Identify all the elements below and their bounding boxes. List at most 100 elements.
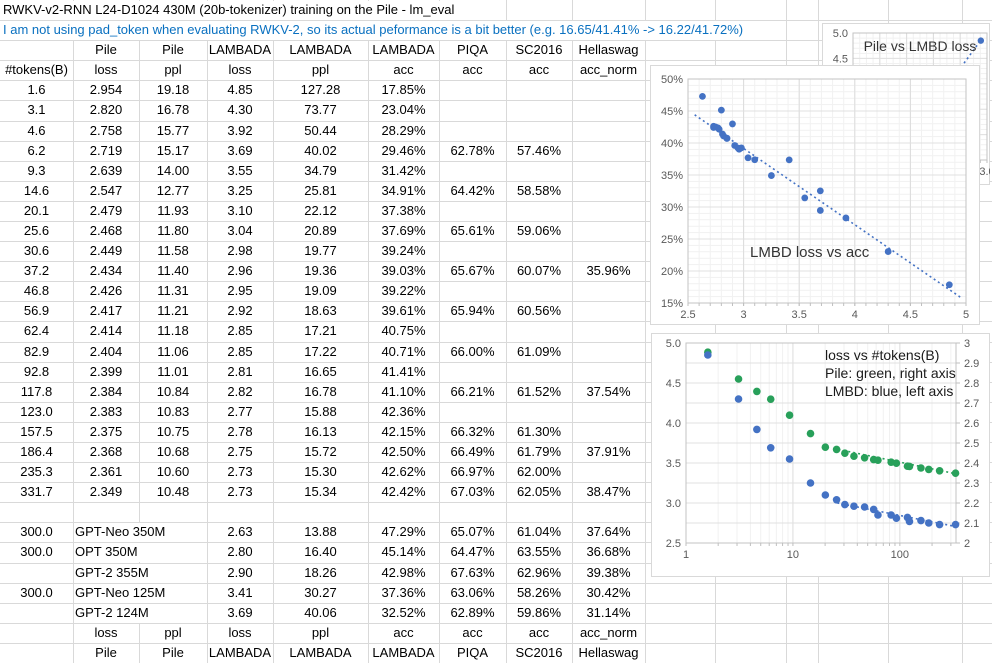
data-cell[interactable]: 15.30 <box>304 464 337 479</box>
data-cell[interactable]: 37.36% <box>381 585 426 600</box>
data-cell[interactable]: 62.4 <box>23 323 50 338</box>
data-cell[interactable]: 42.50% <box>381 444 426 459</box>
data-cell[interactable]: 25.6 <box>23 223 50 238</box>
data-cell[interactable]: 300.0 <box>20 585 53 600</box>
footer-cell[interactable]: acc_norm <box>579 625 638 640</box>
data-cell[interactable]: 12.77 <box>156 183 190 198</box>
data-cell[interactable]: 2.77 <box>227 404 253 419</box>
data-cell[interactable]: 38.47% <box>586 484 631 499</box>
footer-group-cell[interactable]: Pile <box>162 645 184 660</box>
data-cell[interactable]: 4.6 <box>27 123 46 138</box>
data-cell[interactable]: 16.78 <box>304 384 337 399</box>
data-cell[interactable]: 11.21 <box>157 303 189 318</box>
data-cell[interactable]: 28.29% <box>381 123 426 138</box>
data-cell[interactable]: 42.15% <box>381 424 426 439</box>
sheet-note[interactable]: I am not using pad_token when evaluating… <box>3 22 744 37</box>
data-cell[interactable]: 10.83 <box>156 404 190 419</box>
data-cell[interactable]: 61.04% <box>516 524 562 539</box>
data-cell[interactable]: 2.449 <box>89 243 123 258</box>
data-cell[interactable]: 123.0 <box>20 404 53 419</box>
data-cell[interactable]: 2.63 <box>227 524 253 539</box>
data-cell[interactable]: 58.26% <box>516 585 562 600</box>
header-group-cell[interactable]: LAMBADA <box>289 42 352 57</box>
data-cell[interactable]: 37.64% <box>586 524 631 539</box>
data-cell[interactable]: 39.22% <box>381 283 426 298</box>
header-group-cell[interactable]: LAMBADA <box>372 42 435 57</box>
chart-lmbd-loss-vs-acc[interactable]: 2.5 3 3.5 4 4.5 5 15% 20% 25% 30% 35% 40% 45% 50% LMBD… <box>650 65 980 325</box>
data-cell[interactable]: 17.22 <box>304 344 337 359</box>
data-cell[interactable]: 2.426 <box>89 283 123 298</box>
data-cell[interactable]: 37.38% <box>381 203 426 218</box>
data-cell[interactable]: 2.383 <box>89 404 123 419</box>
data-cell[interactable]: 59.86% <box>516 605 562 620</box>
data-cell[interactable]: 65.07% <box>450 524 495 539</box>
data-cell[interactable]: 41.10% <box>381 384 426 399</box>
data-cell[interactable]: 61.79% <box>516 444 562 459</box>
sheet-title[interactable]: RWKV-v2-RNN L24-D1024 430M (20b-tokenize… <box>3 2 455 17</box>
data-cell[interactable]: 10.68 <box>156 444 190 459</box>
data-cell[interactable]: 11.40 <box>157 263 189 278</box>
data-cell[interactable]: 41.41% <box>381 364 426 379</box>
data-cell[interactable]: 65.94% <box>450 303 495 318</box>
data-cell[interactable]: 39.03% <box>381 263 426 278</box>
data-cell[interactable]: 37.69% <box>381 223 426 238</box>
data-cell[interactable]: 65.67% <box>450 263 495 278</box>
data-cell[interactable]: 62.05% <box>516 484 562 499</box>
data-cell[interactable]: 39.24% <box>381 243 426 258</box>
data-cell[interactable]: 157.5 <box>20 424 53 439</box>
data-cell[interactable]: 16.13 <box>304 424 337 439</box>
data-cell[interactable]: 61.09% <box>516 344 562 359</box>
data-cell[interactable]: 10.48 <box>156 484 190 499</box>
data-cell[interactable]: 11.31 <box>157 283 189 298</box>
data-cell[interactable]: 30.6 <box>23 243 50 258</box>
data-cell[interactable]: 14.00 <box>156 163 190 178</box>
footer-group-cell[interactable]: SC2016 <box>515 645 563 660</box>
data-cell[interactable]: 2.82 <box>227 384 253 399</box>
data-cell[interactable]: 300.0 <box>20 524 53 539</box>
footer-group-cell[interactable]: LAMBADA <box>208 645 272 660</box>
data-cell[interactable]: 63.06% <box>450 585 495 600</box>
header-group-cell[interactable]: PIQA <box>456 42 489 57</box>
header-cell[interactable]: loss <box>94 62 118 77</box>
header-group-cell[interactable]: Hellaswag <box>578 42 639 57</box>
data-cell[interactable]: 2.479 <box>89 203 123 218</box>
data-cell[interactable]: 2.80 <box>227 544 253 559</box>
data-cell[interactable]: 2.349 <box>89 484 123 499</box>
data-cell[interactable]: 11.80 <box>157 223 189 238</box>
data-cell[interactable]: 1.6 <box>27 82 46 97</box>
data-cell[interactable]: 10.75 <box>156 424 190 439</box>
data-cell[interactable]: 45.14% <box>381 544 426 559</box>
data-cell[interactable]: 56.9 <box>23 303 50 318</box>
data-cell[interactable]: 23.04% <box>381 102 426 117</box>
data-cell[interactable]: 42.98% <box>381 565 426 580</box>
data-cell[interactable]: 30.27 <box>304 585 337 600</box>
data-cell[interactable]: 16.65 <box>304 364 337 379</box>
data-cell[interactable]: 63.55% <box>516 544 562 559</box>
model-name-cell[interactable]: GPT-2 355M <box>75 565 149 580</box>
header-group-cell[interactable]: LAMBADA <box>208 42 272 57</box>
data-cell[interactable]: 19.36 <box>304 263 337 278</box>
data-cell[interactable]: 15.72 <box>304 444 337 459</box>
data-cell[interactable]: 31.14% <box>586 605 631 620</box>
chart-loss-vs-tokens[interactable]: 1 10 100 2.5 3.0 3.5 4.0 4.5 5.0 2 2.1 2.2 2.3 2.4 2.5… <box>651 333 990 577</box>
data-cell[interactable]: 235.3 <box>20 464 53 479</box>
data-cell[interactable]: 2.468 <box>89 223 123 238</box>
data-cell[interactable]: 3.69 <box>227 605 253 620</box>
data-cell[interactable]: 19.18 <box>156 82 190 97</box>
data-cell[interactable]: 22.12 <box>304 203 337 218</box>
data-cell[interactable]: 13.88 <box>304 524 337 539</box>
data-cell[interactable]: 64.42% <box>450 183 495 198</box>
footer-group-cell[interactable]: Hellaswag <box>578 645 639 660</box>
data-cell[interactable]: 10.84 <box>156 384 190 399</box>
data-cell[interactable]: 127.28 <box>300 82 341 97</box>
model-name-cell[interactable]: OPT 350M <box>75 544 138 559</box>
header-cell[interactable]: loss <box>228 62 252 77</box>
footer-cell[interactable]: acc <box>528 625 550 640</box>
data-cell[interactable]: 61.52% <box>516 384 562 399</box>
data-cell[interactable]: 2.404 <box>89 344 123 359</box>
data-cell[interactable]: 9.3 <box>27 163 46 178</box>
header-group-cell[interactable]: SC2016 <box>515 42 563 57</box>
data-cell[interactable]: 31.42% <box>381 163 426 178</box>
data-cell[interactable]: 35.96% <box>586 263 631 278</box>
footer-cell[interactable]: ppl <box>311 625 330 640</box>
